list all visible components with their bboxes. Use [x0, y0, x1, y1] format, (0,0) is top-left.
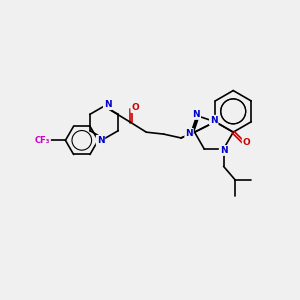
Text: O: O — [243, 138, 250, 147]
Text: N: N — [193, 110, 200, 119]
Text: N: N — [185, 129, 193, 138]
Text: CF₃: CF₃ — [34, 136, 50, 145]
Text: N: N — [104, 100, 112, 109]
Text: O: O — [131, 103, 139, 112]
Text: N: N — [97, 136, 104, 145]
Text: N: N — [220, 146, 227, 155]
Text: N: N — [210, 116, 218, 125]
